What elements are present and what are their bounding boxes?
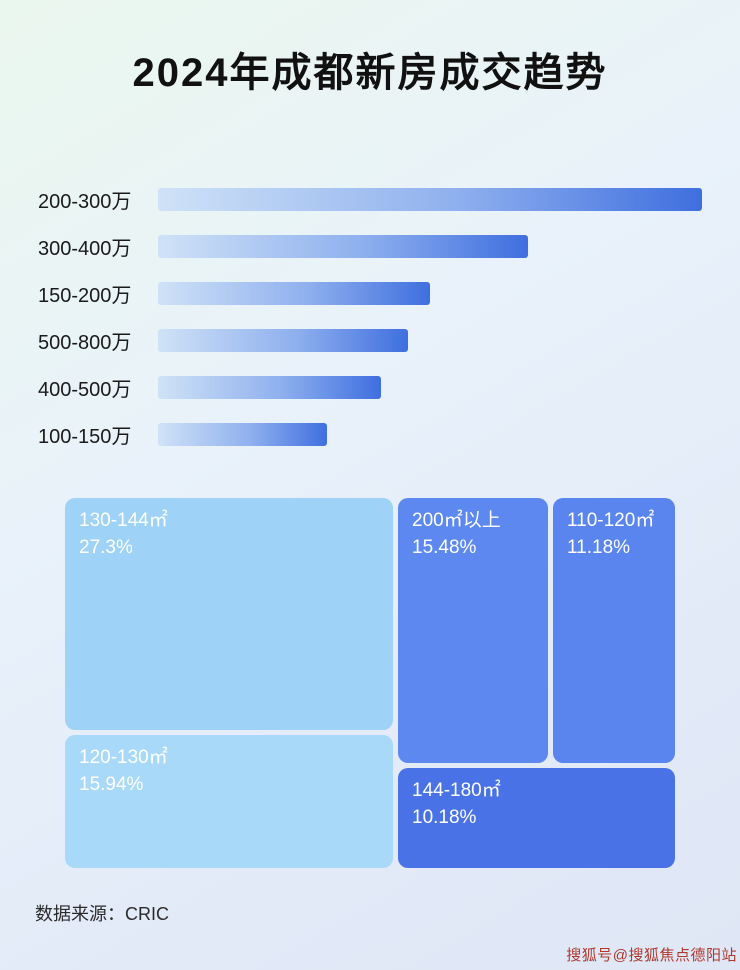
area-share-treemap: 130-144㎡ 27.3% 120-130㎡ 15.94% 200㎡以上 15…	[65, 498, 675, 868]
watermark: 搜狐号@搜狐焦点德阳站	[566, 947, 737, 964]
bar-row: 100-150万	[38, 423, 702, 448]
bar-row: 150-200万	[38, 282, 702, 307]
bar-category-label: 150-200万	[38, 285, 132, 307]
bar-row: 500-800万	[38, 329, 702, 354]
bar	[158, 423, 327, 446]
bar-category-label: 200-300万	[38, 191, 132, 213]
treemap-block-144-180: 144-180㎡ 10.18%	[398, 768, 675, 868]
bar-category-label: 400-500万	[38, 379, 132, 401]
treemap-percent: 15.48%	[412, 536, 477, 558]
treemap-percent: 27.3%	[79, 536, 133, 558]
treemap-label: 120-130㎡	[79, 747, 168, 768]
bar-track	[158, 329, 702, 352]
bar-row: 200-300万	[38, 188, 702, 213]
treemap-block-120-130: 120-130㎡ 15.94%	[65, 735, 393, 868]
bar-category-label: 300-400万	[38, 238, 132, 260]
bar	[158, 329, 409, 352]
bar-track	[158, 282, 702, 305]
bar-track	[158, 188, 702, 211]
treemap-percent: 10.18%	[412, 806, 477, 828]
bar	[158, 282, 430, 305]
bar-row: 400-500万	[38, 376, 702, 401]
data-source: 数据来源：CRIC	[35, 904, 169, 924]
treemap-label: 144-180㎡	[412, 780, 501, 801]
treemap-block-110-120: 110-120㎡ 11.18%	[553, 498, 675, 763]
treemap-percent: 15.94%	[79, 773, 144, 795]
treemap-label: 130-144㎡	[79, 510, 168, 531]
treemap-percent: 11.18%	[567, 536, 631, 558]
treemap-label: 110-120㎡	[567, 510, 655, 531]
bar	[158, 235, 528, 258]
bar-track	[158, 376, 702, 399]
bar-category-label: 500-800万	[38, 332, 132, 354]
bar-category-label: 100-150万	[38, 426, 132, 448]
treemap-block-130-144: 130-144㎡ 27.3%	[65, 498, 393, 730]
bar-row: 300-400万	[38, 235, 702, 260]
bar-track	[158, 235, 702, 258]
treemap-label: 200㎡以上	[412, 510, 501, 531]
bar-track	[158, 423, 702, 446]
page-title: 2024年成都新房成交趋势	[132, 51, 608, 95]
price-band-bar-chart: 200-300万 300-400万 150-200万 500-800万 400-…	[38, 188, 702, 448]
bar	[158, 376, 382, 399]
treemap-block-200-plus: 200㎡以上 15.48%	[398, 498, 548, 763]
bar	[158, 188, 702, 211]
